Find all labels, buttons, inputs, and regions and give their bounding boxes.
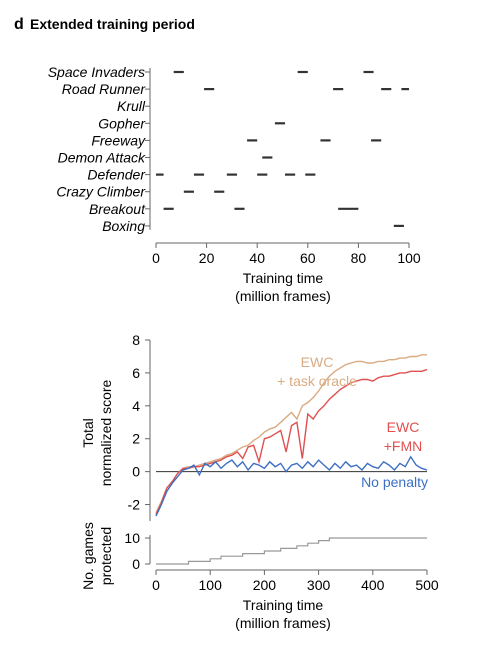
legend-ewc-task-oracle-line: + task oracle xyxy=(277,373,357,389)
x-axis-title-line: Training time xyxy=(243,270,324,286)
legend-ewc-task-oracle: EWC + task oracle xyxy=(277,354,357,389)
x-tick-label: 200 xyxy=(253,577,277,593)
task-label: Freeway xyxy=(91,132,146,148)
task-label: Gopher xyxy=(98,115,146,131)
legend-ewc-fmn-line: +FMN xyxy=(384,438,423,454)
legend-no-penalty: No penalty xyxy=(361,474,428,490)
x-tick-label: 60 xyxy=(300,250,316,266)
x-axis-title-line: (million frames) xyxy=(235,615,331,631)
y-tick-label: 10 xyxy=(124,530,140,546)
y-tick-label: 8 xyxy=(132,332,140,348)
x-axis-title: Training time (million frames) xyxy=(235,597,331,631)
legend-ewc-fmn-line: EWC xyxy=(387,419,420,435)
task-label: Krull xyxy=(117,98,146,114)
x-tick-label: 400 xyxy=(361,577,385,593)
y-axis-title-line: protected xyxy=(98,527,114,585)
x-tick-label: 500 xyxy=(415,577,439,593)
task-label: Space Invaders xyxy=(48,64,145,80)
y-tick-label: 0 xyxy=(132,556,140,572)
legend-ewc-fmn: EWC +FMN xyxy=(384,419,423,454)
y-tick-label: -2 xyxy=(128,497,141,513)
task-label: Boxing xyxy=(102,218,145,234)
y-axis-title-line: Total xyxy=(80,418,96,448)
y-axis-title-line: normalized score xyxy=(98,379,114,486)
x-axis-title: Training time (million frames) xyxy=(235,270,331,304)
x-tick-label: 100 xyxy=(199,577,223,593)
x-tick-label: 20 xyxy=(199,250,215,266)
task-label: Breakout xyxy=(89,201,146,217)
x-axis-title-line: Training time xyxy=(243,597,324,613)
y-tick-label: 4 xyxy=(132,398,140,414)
series-line-0 xyxy=(155,354,427,514)
protected-step-line xyxy=(156,537,427,565)
panel-title: Extended training period xyxy=(30,16,195,32)
task-label: Crazy Climber xyxy=(56,184,146,200)
y-tick-label: 0 xyxy=(132,464,140,480)
series-line-1 xyxy=(155,368,428,515)
task-label: Road Runner xyxy=(62,81,147,97)
score-chart: 8 6 4 2 0 -2 EWC + task oracle EWC +FMN No penalty… xyxy=(80,332,428,521)
series-line-2 xyxy=(155,455,428,517)
y-tick-label: 6 xyxy=(132,365,140,381)
x-axis-title-line: (million frames) xyxy=(235,288,331,304)
y-axis-title: No. games protected xyxy=(80,522,114,590)
x-tick-label: 300 xyxy=(307,577,331,593)
x-tick-label: 40 xyxy=(249,250,265,266)
task-label: Defender xyxy=(87,167,146,183)
y-tick-label: 2 xyxy=(132,431,140,447)
panel-letter: d xyxy=(14,16,24,33)
x-tick-label: 0 xyxy=(152,250,160,266)
x-tick-label: 100 xyxy=(397,250,421,266)
x-tick-label: 0 xyxy=(152,577,160,593)
task-label: Demon Attack xyxy=(58,150,146,166)
y-axis-title: Total normalized score xyxy=(80,379,114,486)
x-tick-label: 80 xyxy=(351,250,367,266)
legend-ewc-task-oracle-line: EWC xyxy=(301,354,334,370)
y-axis-title-line: No. games xyxy=(80,522,96,590)
